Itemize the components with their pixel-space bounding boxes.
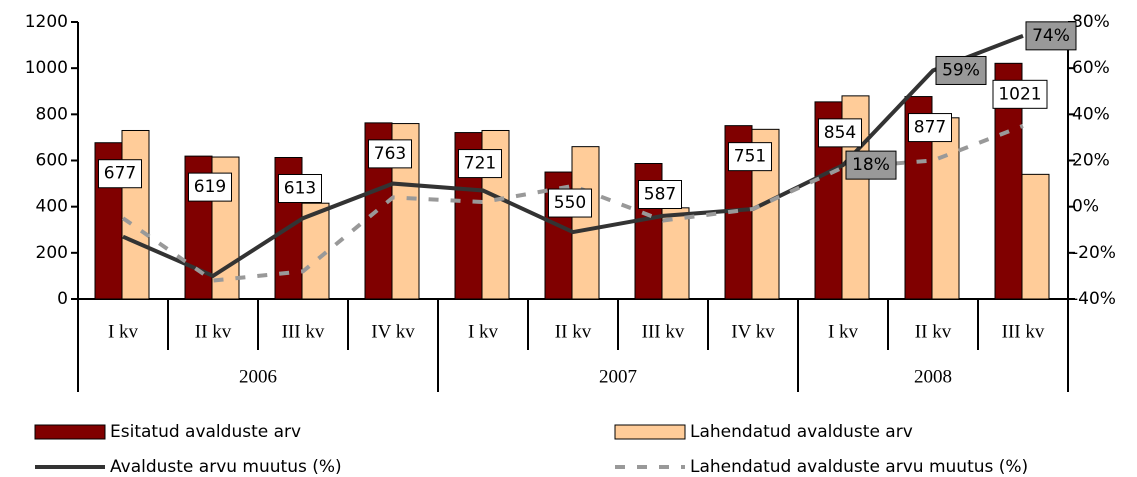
data-label-box bbox=[188, 172, 232, 202]
y2-tick-label: 40% bbox=[1072, 104, 1110, 124]
legend-label: Avalduste arvu muutus (%) bbox=[110, 457, 342, 477]
x-tick-label: IV kv bbox=[731, 321, 775, 342]
data-label-box bbox=[908, 113, 952, 143]
data-label: 877 bbox=[914, 118, 946, 138]
data-label: 751 bbox=[734, 147, 766, 167]
y2-tick-label: -40% bbox=[1072, 289, 1116, 309]
data-label: 74% bbox=[1032, 26, 1070, 46]
group-label: 2006 bbox=[239, 366, 277, 387]
data-label: 1021 bbox=[998, 84, 1041, 104]
x-tick-label: II kv bbox=[915, 321, 952, 342]
data-label: 854 bbox=[824, 123, 856, 143]
bar bbox=[661, 207, 690, 300]
legend-label: Esitatud avalduste arv bbox=[110, 422, 301, 442]
legend-label: Lahendatud avalduste arv bbox=[690, 422, 913, 442]
x-tick-label: I kv bbox=[468, 321, 499, 342]
data-label-box bbox=[458, 149, 502, 179]
data-label-box bbox=[845, 150, 897, 180]
legend-swatch bbox=[34, 424, 106, 440]
y-tick-label: 1000 bbox=[25, 58, 68, 78]
data-label: 721 bbox=[464, 154, 496, 174]
x-tick-label: III kv bbox=[642, 321, 685, 342]
data-label-box bbox=[728, 142, 772, 172]
y2-tick-label: 80% bbox=[1072, 12, 1110, 32]
y-tick-label: 600 bbox=[36, 151, 68, 171]
y-tick-label: 0 bbox=[57, 289, 68, 309]
x-tick-label: I kv bbox=[828, 321, 859, 342]
data-label-box bbox=[1025, 21, 1077, 51]
x-tick-label: III kv bbox=[1002, 321, 1045, 342]
y-tick-label: 400 bbox=[36, 197, 68, 217]
bar bbox=[121, 129, 150, 300]
legend-swatch bbox=[614, 424, 686, 440]
group-label: 2008 bbox=[914, 366, 952, 387]
data-label: 677 bbox=[104, 164, 136, 184]
data-label-box bbox=[818, 118, 862, 148]
data-label: 613 bbox=[284, 178, 316, 198]
y-tick-label: 1200 bbox=[25, 12, 68, 32]
data-label-box bbox=[992, 79, 1048, 109]
y-tick-label: 800 bbox=[36, 104, 68, 124]
x-tick-label: IV kv bbox=[371, 321, 415, 342]
data-label: 763 bbox=[374, 144, 406, 164]
bar bbox=[571, 146, 600, 300]
data-label-box bbox=[278, 173, 322, 203]
data-label-box bbox=[98, 159, 142, 189]
x-tick-label: II kv bbox=[555, 321, 592, 342]
data-label-box bbox=[368, 139, 412, 169]
y2-tick-label: 20% bbox=[1072, 151, 1110, 171]
y2-tick-label: 60% bbox=[1072, 58, 1110, 78]
group-label: 2007 bbox=[599, 366, 637, 387]
data-label: 59% bbox=[942, 60, 980, 80]
data-label-box bbox=[638, 180, 682, 210]
bar bbox=[931, 117, 960, 300]
y-tick-label: 200 bbox=[36, 243, 68, 263]
data-label-box bbox=[935, 55, 987, 85]
y2-tick-label: 0% bbox=[1072, 197, 1099, 217]
x-tick-label: II kv bbox=[195, 321, 232, 342]
x-tick-label: I kv bbox=[108, 321, 139, 342]
y2-tick-label: -20% bbox=[1072, 243, 1116, 263]
legend-label: Lahendatud avalduste arvu muutus (%) bbox=[690, 457, 1028, 477]
bar bbox=[1021, 173, 1050, 300]
data-label: 619 bbox=[194, 177, 226, 197]
data-label-box bbox=[548, 188, 592, 218]
data-label: 550 bbox=[554, 193, 586, 213]
data-label: 587 bbox=[644, 185, 676, 205]
line bbox=[122, 33, 1024, 279]
x-tick-label: III kv bbox=[282, 321, 325, 342]
data-label: 18% bbox=[852, 155, 890, 175]
